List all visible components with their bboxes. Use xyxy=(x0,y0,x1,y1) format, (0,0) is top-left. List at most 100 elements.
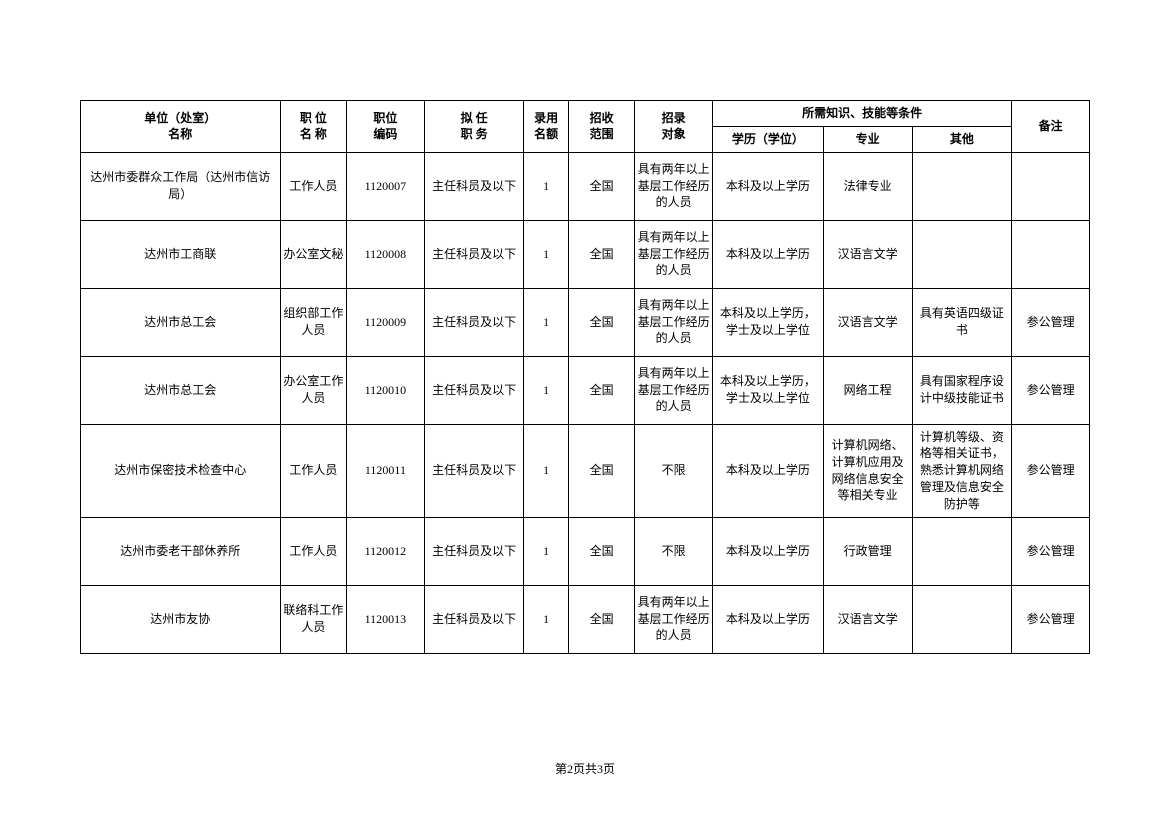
cell-remark xyxy=(1012,152,1090,220)
cell-remark: 参公管理 xyxy=(1012,288,1090,356)
header-code: 职位编码 xyxy=(347,101,425,153)
cell-org: 达州市工商联 xyxy=(81,220,281,288)
cell-other: 计算机等级、资格等相关证书，熟悉计算机网络管理及信息安全防护等 xyxy=(912,424,1012,517)
cell-major: 汉语言文学 xyxy=(823,585,912,653)
cell-remark: 参公管理 xyxy=(1012,356,1090,424)
cell-target: 具有两年以上基层工作经历的人员 xyxy=(635,356,713,424)
table-row: 达州市总工会组织部工作人员1120009主任科员及以下1全国具有两年以上基层工作… xyxy=(81,288,1090,356)
table-row: 达州市委老干部休养所工作人员1120012主任科员及以下1全国不限本科及以上学历… xyxy=(81,517,1090,585)
cell-duty: 主任科员及以下 xyxy=(424,585,524,653)
table-row: 达州市友协联络科工作人员1120013主任科员及以下1全国具有两年以上基层工作经… xyxy=(81,585,1090,653)
header-scope: 招收范围 xyxy=(568,101,635,153)
cell-scope: 全国 xyxy=(568,288,635,356)
cell-org: 达州市委群众工作局（达州市信访局） xyxy=(81,152,281,220)
cell-scope: 全国 xyxy=(568,356,635,424)
cell-target: 具有两年以上基层工作经历的人员 xyxy=(635,220,713,288)
cell-target: 不限 xyxy=(635,517,713,585)
cell-quota: 1 xyxy=(524,517,568,585)
header-org: 单位（处室）名称 xyxy=(81,101,281,153)
cell-pos: 组织部工作人员 xyxy=(280,288,347,356)
cell-other: 具有英语四级证书 xyxy=(912,288,1012,356)
cell-other: 具有国家程序设计中级技能证书 xyxy=(912,356,1012,424)
cell-edu: 本科及以上学历 xyxy=(712,517,823,585)
cell-edu: 本科及以上学历 xyxy=(712,220,823,288)
header-edu: 学历（学位） xyxy=(712,126,823,152)
cell-code: 1120011 xyxy=(347,424,425,517)
header-major: 专业 xyxy=(823,126,912,152)
cell-pos: 联络科工作人员 xyxy=(280,585,347,653)
cell-duty: 主任科员及以下 xyxy=(424,424,524,517)
cell-target: 不限 xyxy=(635,424,713,517)
cell-quota: 1 xyxy=(524,152,568,220)
cell-quota: 1 xyxy=(524,424,568,517)
header-duty: 拟 任职 务 xyxy=(424,101,524,153)
cell-remark: 参公管理 xyxy=(1012,585,1090,653)
header-pos: 职 位名 称 xyxy=(280,101,347,153)
table-row: 达州市委群众工作局（达州市信访局）工作人员1120007主任科员及以下1全国具有… xyxy=(81,152,1090,220)
cell-code: 1120007 xyxy=(347,152,425,220)
table-header: 单位（处室）名称 职 位名 称 职位编码 拟 任职 务 录用名额 招收范围 招录… xyxy=(81,101,1090,153)
page-footer: 第2页共3页 xyxy=(0,760,1170,777)
cell-duty: 主任科员及以下 xyxy=(424,152,524,220)
cell-scope: 全国 xyxy=(568,517,635,585)
cell-edu: 本科及以上学历 xyxy=(712,585,823,653)
cell-code: 1120009 xyxy=(347,288,425,356)
cell-remark: 参公管理 xyxy=(1012,424,1090,517)
cell-remark: 参公管理 xyxy=(1012,517,1090,585)
cell-duty: 主任科员及以下 xyxy=(424,517,524,585)
cell-major: 法律专业 xyxy=(823,152,912,220)
cell-code: 1120012 xyxy=(347,517,425,585)
header-quota: 录用名额 xyxy=(524,101,568,153)
cell-org: 达州市保密技术检查中心 xyxy=(81,424,281,517)
cell-org: 达州市委老干部休养所 xyxy=(81,517,281,585)
cell-major: 网络工程 xyxy=(823,356,912,424)
cell-edu: 本科及以上学历，学士及以上学位 xyxy=(712,288,823,356)
cell-duty: 主任科员及以下 xyxy=(424,288,524,356)
cell-code: 1120013 xyxy=(347,585,425,653)
cell-target: 具有两年以上基层工作经历的人员 xyxy=(635,585,713,653)
header-target: 招录对象 xyxy=(635,101,713,153)
cell-other xyxy=(912,220,1012,288)
cell-pos: 办公室工作人员 xyxy=(280,356,347,424)
recruitment-table: 单位（处室）名称 职 位名 称 职位编码 拟 任职 务 录用名额 招收范围 招录… xyxy=(80,100,1090,654)
table-body: 达州市委群众工作局（达州市信访局）工作人员1120007主任科员及以下1全国具有… xyxy=(81,152,1090,653)
cell-pos: 工作人员 xyxy=(280,152,347,220)
cell-remark xyxy=(1012,220,1090,288)
header-other: 其他 xyxy=(912,126,1012,152)
cell-org: 达州市友协 xyxy=(81,585,281,653)
cell-code: 1120008 xyxy=(347,220,425,288)
header-req-group: 所需知识、技能等条件 xyxy=(712,101,1011,127)
cell-edu: 本科及以上学历 xyxy=(712,424,823,517)
cell-other xyxy=(912,517,1012,585)
cell-target: 具有两年以上基层工作经历的人员 xyxy=(635,152,713,220)
cell-scope: 全国 xyxy=(568,152,635,220)
cell-major: 计算机网络、计算机应用及网络信息安全等相关专业 xyxy=(823,424,912,517)
cell-org: 达州市总工会 xyxy=(81,356,281,424)
cell-duty: 主任科员及以下 xyxy=(424,356,524,424)
cell-pos: 工作人员 xyxy=(280,424,347,517)
header-remark: 备注 xyxy=(1012,101,1090,153)
cell-edu: 本科及以上学历 xyxy=(712,152,823,220)
cell-scope: 全国 xyxy=(568,220,635,288)
cell-edu: 本科及以上学历，学士及以上学位 xyxy=(712,356,823,424)
cell-org: 达州市总工会 xyxy=(81,288,281,356)
table-row: 达州市工商联办公室文秘1120008主任科员及以下1全国具有两年以上基层工作经历… xyxy=(81,220,1090,288)
cell-major: 行政管理 xyxy=(823,517,912,585)
cell-other xyxy=(912,152,1012,220)
cell-quota: 1 xyxy=(524,220,568,288)
cell-target: 具有两年以上基层工作经历的人员 xyxy=(635,288,713,356)
table-row: 达州市总工会办公室工作人员1120010主任科员及以下1全国具有两年以上基层工作… xyxy=(81,356,1090,424)
cell-quota: 1 xyxy=(524,585,568,653)
cell-other xyxy=(912,585,1012,653)
table-row: 达州市保密技术检查中心工作人员1120011主任科员及以下1全国不限本科及以上学… xyxy=(81,424,1090,517)
cell-major: 汉语言文学 xyxy=(823,220,912,288)
cell-pos: 工作人员 xyxy=(280,517,347,585)
cell-code: 1120010 xyxy=(347,356,425,424)
cell-quota: 1 xyxy=(524,288,568,356)
cell-scope: 全国 xyxy=(568,424,635,517)
cell-major: 汉语言文学 xyxy=(823,288,912,356)
cell-duty: 主任科员及以下 xyxy=(424,220,524,288)
cell-scope: 全国 xyxy=(568,585,635,653)
cell-pos: 办公室文秘 xyxy=(280,220,347,288)
cell-quota: 1 xyxy=(524,356,568,424)
